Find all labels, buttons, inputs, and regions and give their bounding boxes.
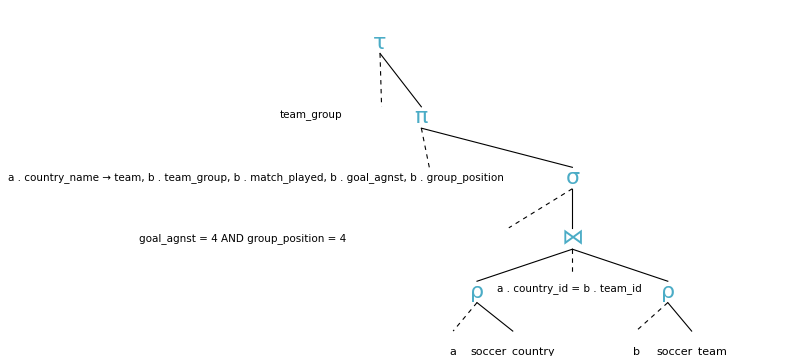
Text: ⋈: ⋈: [561, 229, 584, 248]
Text: soccer_team: soccer_team: [656, 347, 727, 356]
Text: goal_agnst = 4 AND group_position = 4: goal_agnst = 4 AND group_position = 4: [138, 233, 346, 244]
Text: ρ: ρ: [470, 282, 484, 302]
Text: a . country_id = b . team_id: a . country_id = b . team_id: [497, 283, 642, 294]
Text: a . country_name → team, b . team_group, b . match_played, b . goal_agnst, b . g: a . country_name → team, b . team_group,…: [8, 173, 504, 183]
Text: τ: τ: [374, 33, 386, 53]
Text: team_group: team_group: [279, 110, 342, 121]
Text: σ: σ: [565, 168, 580, 188]
Text: π: π: [415, 108, 428, 127]
Text: ρ: ρ: [661, 282, 675, 302]
Text: soccer_country: soccer_country: [471, 347, 555, 356]
Text: a: a: [450, 347, 456, 356]
Text: b: b: [633, 347, 639, 356]
